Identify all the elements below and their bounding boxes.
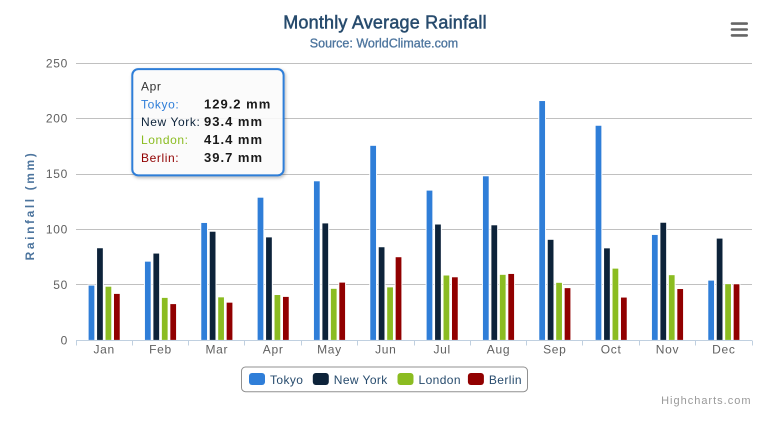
svg-text:Tokyo: Tokyo (270, 373, 303, 387)
svg-text:May: May (317, 343, 342, 357)
svg-text:Jan: Jan (93, 343, 114, 357)
svg-text:Source: WorldClimate.com: Source: WorldClimate.com (310, 37, 458, 51)
svg-text:Sep: Sep (543, 343, 566, 357)
svg-text:Feb: Feb (149, 343, 172, 357)
svg-text:New York:: New York: (141, 115, 200, 129)
svg-text:Apr: Apr (141, 80, 161, 94)
svg-text:London:: London: (141, 133, 189, 147)
svg-text:Highcharts.com: Highcharts.com (661, 395, 751, 407)
svg-text:93.4 mm: 93.4 mm (204, 114, 263, 129)
svg-text:200: 200 (46, 112, 68, 126)
svg-text:39.7 mm: 39.7 mm (204, 150, 263, 165)
svg-text:150: 150 (46, 167, 68, 181)
svg-text:41.4 mm: 41.4 mm (204, 132, 263, 147)
svg-text:Aug: Aug (487, 343, 510, 357)
svg-text:Oct: Oct (601, 343, 622, 357)
svg-text:Mar: Mar (205, 343, 228, 357)
svg-text:Berlin: Berlin (489, 373, 522, 387)
svg-text:Nov: Nov (656, 343, 679, 357)
svg-text:250: 250 (46, 56, 68, 70)
svg-text:London: London (419, 373, 461, 387)
svg-text:Jun: Jun (375, 343, 396, 357)
svg-text:129.2 mm: 129.2 mm (204, 96, 271, 111)
svg-text:100: 100 (46, 223, 68, 237)
svg-text:Rainfall (mm): Rainfall (mm) (23, 151, 37, 261)
svg-text:Tokyo:: Tokyo: (141, 97, 179, 111)
svg-text:Apr: Apr (263, 343, 284, 357)
svg-text:New York: New York (334, 373, 388, 387)
svg-text:Dec: Dec (712, 343, 735, 357)
svg-text:Monthly Average Rainfall: Monthly Average Rainfall (283, 13, 487, 33)
svg-text:0: 0 (61, 333, 68, 347)
svg-text:Jul: Jul (433, 343, 450, 357)
svg-text:Berlin:: Berlin: (141, 151, 179, 165)
svg-text:50: 50 (53, 278, 68, 292)
